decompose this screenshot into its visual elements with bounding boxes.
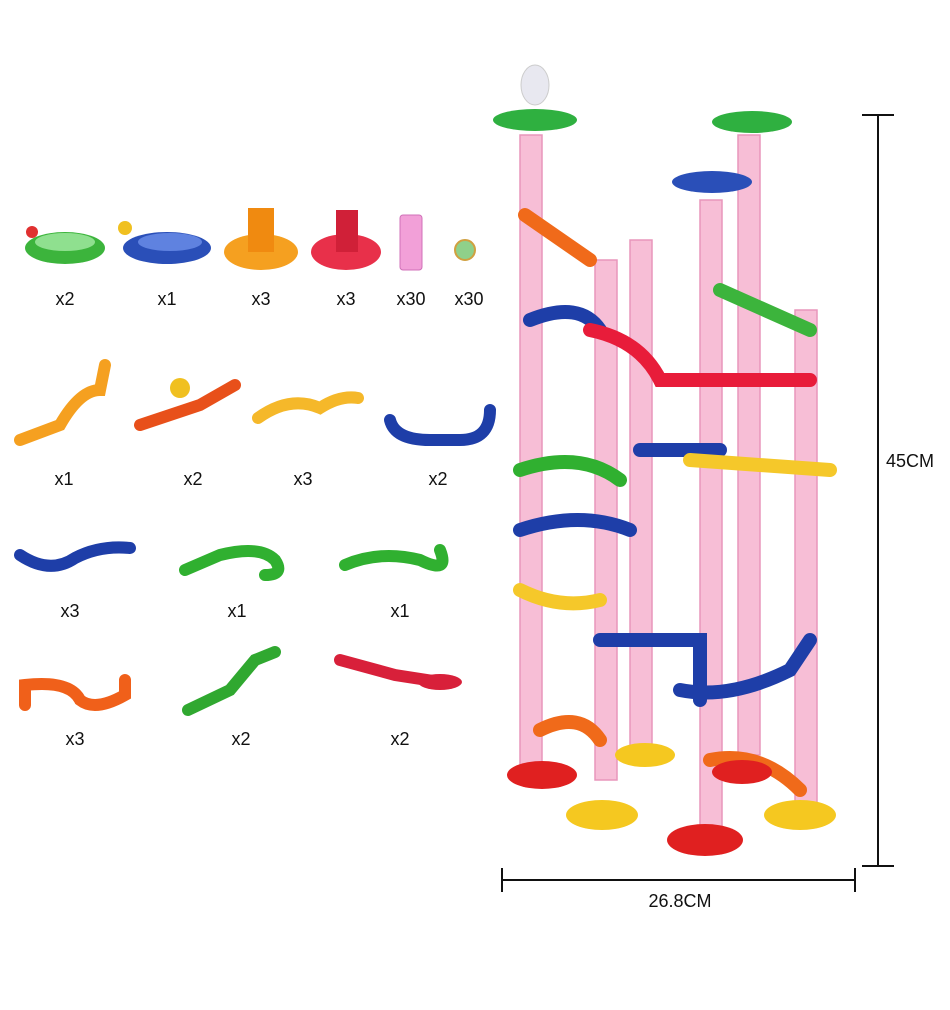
width-label: 26.8CM [648,891,711,911]
part-quantity: x2 [55,289,74,309]
part-quantity: x1 [54,469,73,489]
part-quantity: x1 [157,289,176,309]
part-quantity: x3 [336,289,355,309]
parts-row-3 [14,541,449,581]
part-quantity: x3 [293,469,312,489]
part-quantity: x2 [390,729,409,749]
dimension-lines [501,114,894,892]
part-quantity: x2 [183,469,202,489]
parts-row-4 [19,646,462,716]
part-quantity: x30 [454,289,483,309]
part-quantity: x30 [396,289,425,309]
marble-tower [493,64,837,856]
part-quantity: x3 [65,729,84,749]
parts-row-1 [25,208,476,271]
part-quantity: x2 [428,469,447,489]
part-quantity: x1 [390,601,409,621]
height-label: 45CM [886,451,934,471]
part-quantity: x3 [251,289,270,309]
part-quantity: x2 [231,729,250,749]
parts-row-2 [14,359,496,446]
part-quantity: x1 [227,601,246,621]
part-quantity: x3 [60,601,79,621]
